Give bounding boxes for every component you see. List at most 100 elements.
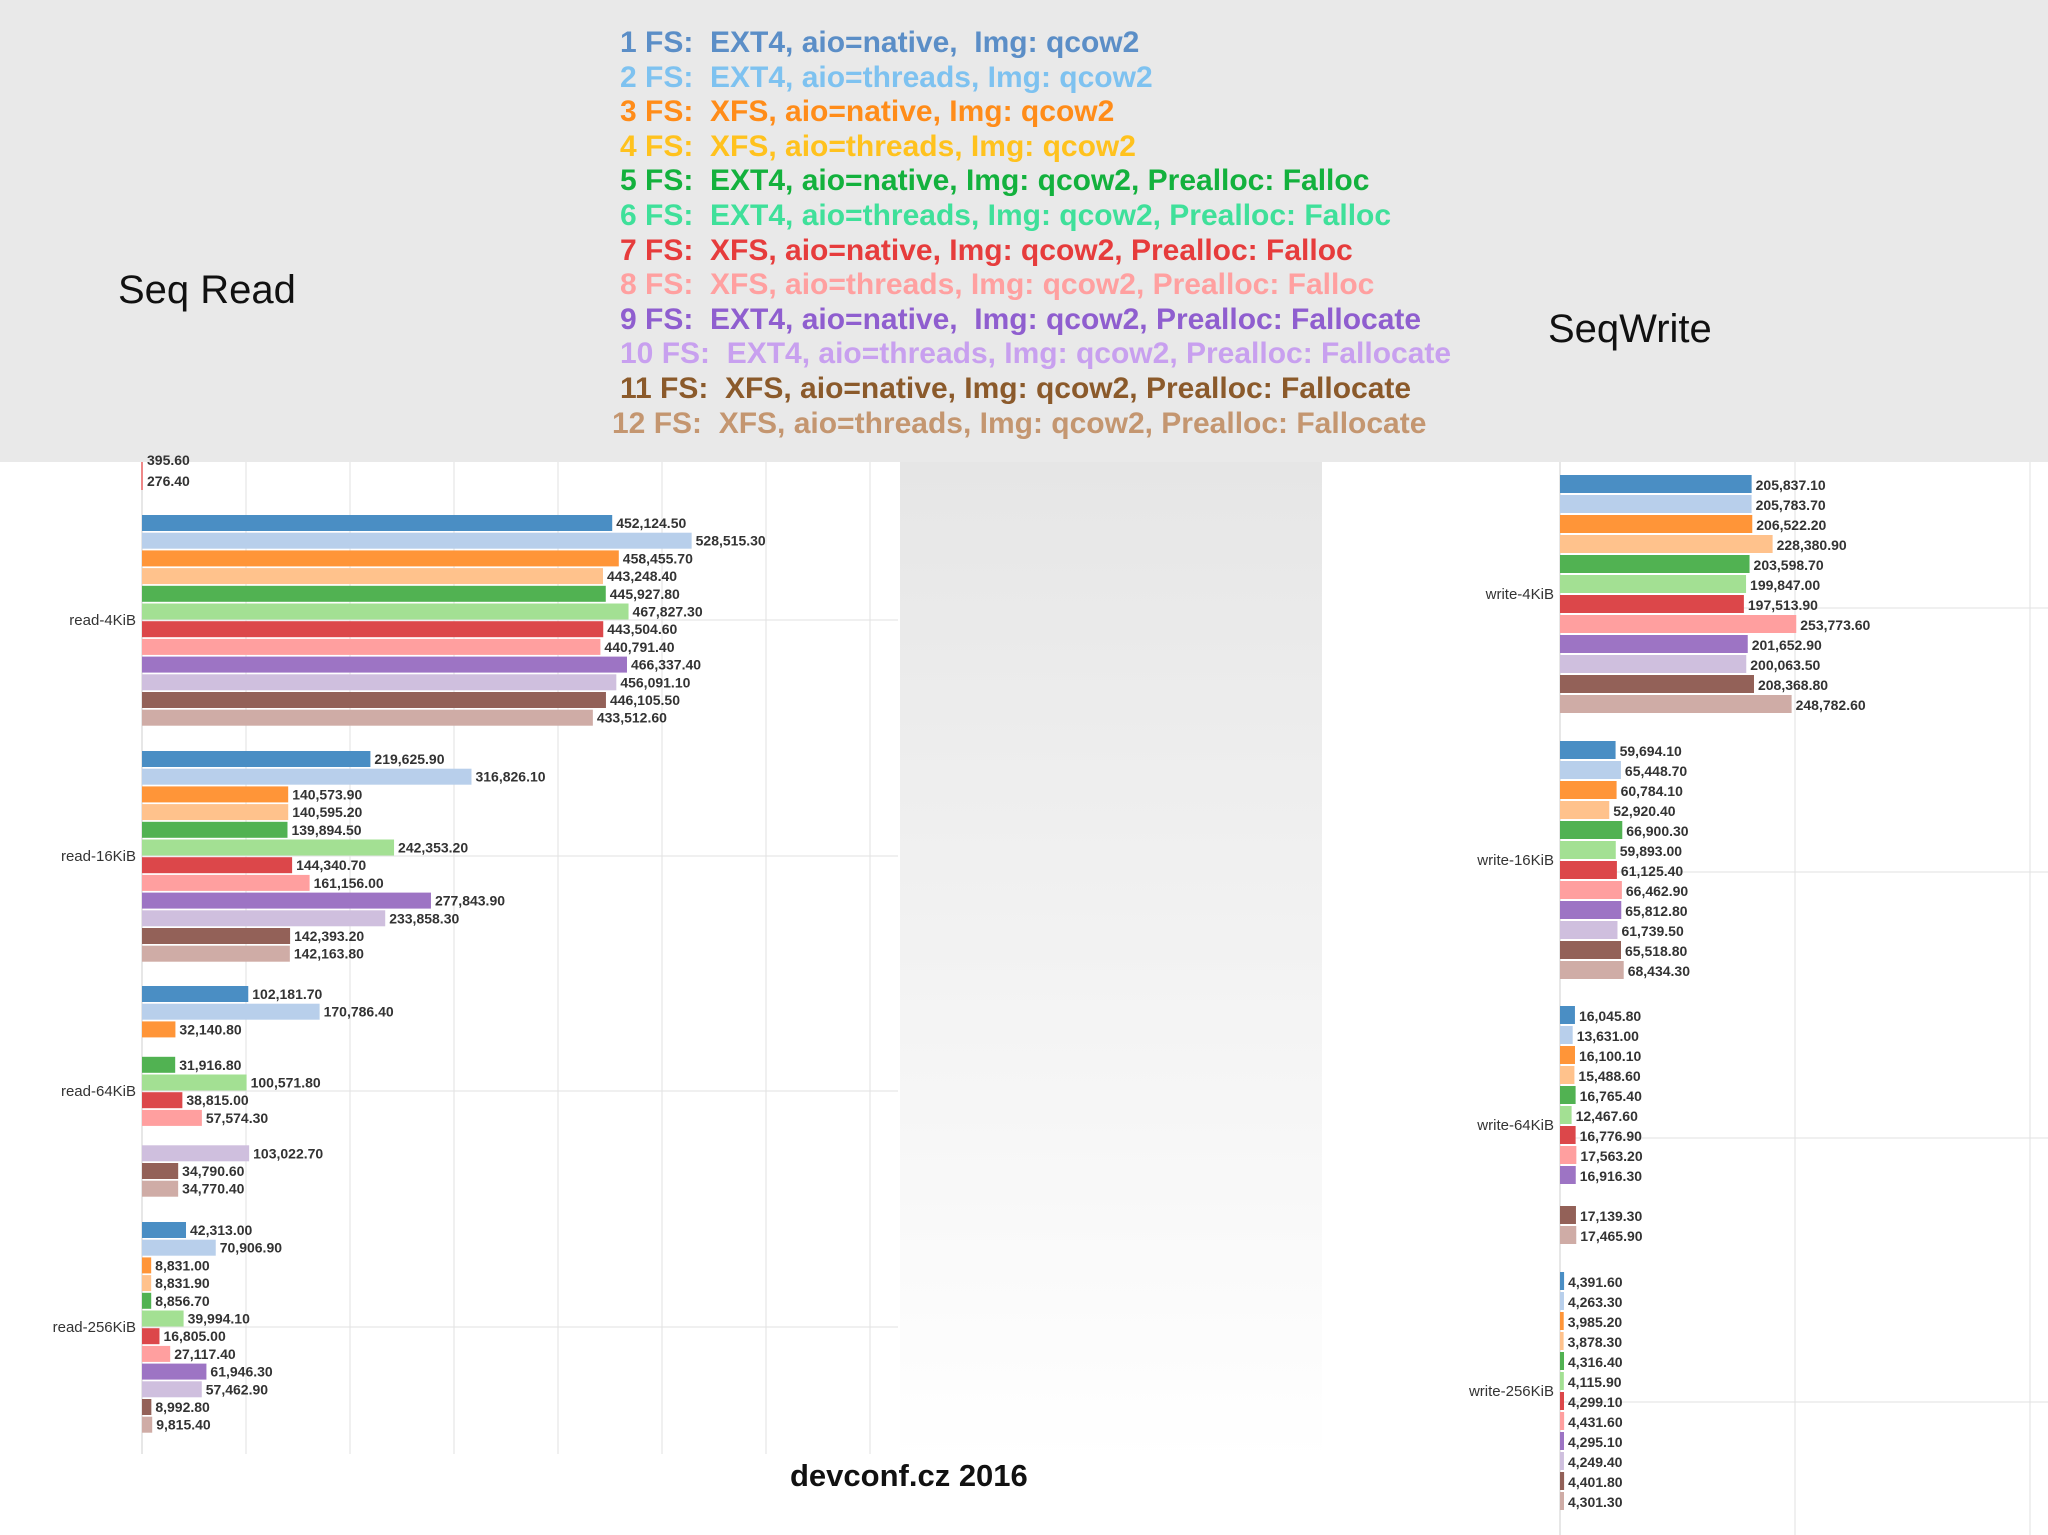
data-label: 395.60 [147, 452, 190, 468]
bar [142, 1363, 207, 1380]
bar [142, 986, 249, 1002]
bar [142, 1345, 171, 1362]
data-label: 65,812.80 [1625, 903, 1687, 919]
data-label: 276.40 [147, 473, 190, 489]
data-label: 31,916.80 [179, 1057, 241, 1073]
bar [142, 550, 619, 567]
bar [1560, 1332, 1564, 1350]
bar [1560, 1372, 1564, 1390]
bar [142, 1145, 250, 1162]
data-label: 34,790.60 [182, 1163, 244, 1179]
data-label: 17,563.20 [1580, 1148, 1642, 1164]
data-label: 197,513.90 [1748, 597, 1818, 613]
data-label: 208,368.80 [1758, 677, 1828, 693]
bar [1560, 961, 1624, 979]
category-label: read-16KiB [61, 848, 136, 865]
bar [1560, 695, 1792, 713]
data-label: 68,434.30 [1628, 963, 1690, 979]
data-label: 144,340.70 [296, 857, 366, 873]
data-label: 4,295.10 [1568, 1434, 1623, 1450]
data-label: 142,163.80 [294, 946, 364, 962]
bar [1560, 1352, 1565, 1370]
data-label: 4,299.10 [1568, 1394, 1623, 1410]
bar [142, 1381, 202, 1398]
data-label: 70,906.90 [220, 1240, 282, 1256]
data-label: 65,448.70 [1625, 763, 1687, 779]
bar [1560, 741, 1616, 759]
data-label: 443,248.40 [607, 568, 677, 584]
legend-item-10: 10 FS: EXT4, aio=threads, Img: qcow2, Pr… [620, 337, 1452, 371]
bar [142, 1399, 152, 1415]
bar [142, 1416, 153, 1433]
bar [1560, 1066, 1575, 1084]
data-label: 203,598.70 [1754, 557, 1824, 573]
data-label: 9,815.40 [156, 1417, 211, 1433]
data-label: 528,515.30 [696, 533, 766, 549]
data-label: 102,181.70 [252, 986, 322, 1002]
data-label: 17,139.30 [1580, 1208, 1642, 1224]
data-label: 277,843.90 [435, 893, 505, 909]
bar [142, 585, 606, 602]
bar [142, 751, 371, 767]
bar [142, 1056, 176, 1073]
bar [1560, 1126, 1576, 1144]
bar [142, 910, 386, 927]
data-label: 16,045.80 [1579, 1008, 1641, 1024]
data-label: 8,831.00 [155, 1257, 210, 1273]
bar [1560, 615, 1797, 633]
data-label: 16,765.40 [1580, 1088, 1642, 1104]
data-label: 61,125.40 [1621, 863, 1683, 879]
data-label: 4,401.80 [1568, 1474, 1623, 1490]
category-label: write-64KiB [1476, 1117, 1554, 1134]
category-label: write-16KiB [1476, 852, 1554, 869]
bar [142, 1180, 179, 1197]
bar [142, 892, 431, 909]
bar [142, 1092, 183, 1109]
data-label: 103,022.70 [253, 1145, 323, 1161]
bar [142, 857, 293, 874]
data-label: 8,856.70 [155, 1293, 210, 1309]
bar [142, 1310, 184, 1327]
legend-item-1: 1 FS: EXT4, aio=native, Img: qcow2 [620, 26, 1140, 59]
data-label: 57,462.90 [206, 1381, 268, 1397]
bar [1560, 841, 1616, 859]
data-label: 219,625.90 [374, 751, 444, 767]
bar [1560, 1472, 1565, 1490]
bar [142, 1074, 247, 1091]
bar [1560, 515, 1753, 533]
category-label: read-4KiB [69, 612, 136, 629]
data-label: 456,091.10 [620, 674, 690, 690]
bar [142, 692, 606, 708]
legend-item-12: 12 FS: XFS, aio=threads, Img: qcow2, Pre… [612, 406, 1427, 440]
bar [142, 1275, 152, 1292]
data-label: 16,776.90 [1580, 1128, 1642, 1144]
data-label: 139,894.50 [291, 822, 361, 838]
bar [1560, 921, 1618, 939]
data-label: 170,786.40 [324, 1004, 394, 1020]
bar [142, 928, 291, 944]
data-label: 228,380.90 [1777, 537, 1847, 553]
middle-gradient-panel [900, 462, 1322, 1462]
bar [1560, 1432, 1564, 1450]
data-label: 42,313.00 [190, 1222, 252, 1238]
bar [1560, 555, 1750, 573]
data-label: 467,827.30 [633, 604, 703, 620]
data-label: 52,920.40 [1613, 803, 1675, 819]
data-label: 4,391.60 [1568, 1274, 1623, 1290]
bar [1560, 655, 1747, 673]
data-label: 452,124.50 [616, 515, 686, 531]
data-label: 60,784.10 [1621, 783, 1683, 799]
header-band [0, 0, 2048, 462]
bar [1560, 575, 1747, 593]
bar [142, 1292, 152, 1309]
bar [142, 874, 310, 891]
bar [142, 709, 593, 726]
data-label: 242,353.20 [398, 840, 468, 856]
data-label: 4,316.40 [1568, 1354, 1623, 1370]
bar [1560, 1226, 1577, 1244]
bar [1560, 1006, 1575, 1024]
category-label: read-64KiB [61, 1083, 136, 1100]
bar [1560, 1166, 1576, 1184]
data-label: 233,858.30 [389, 910, 459, 926]
footer-text: devconf.cz 2016 [790, 1458, 1028, 1493]
